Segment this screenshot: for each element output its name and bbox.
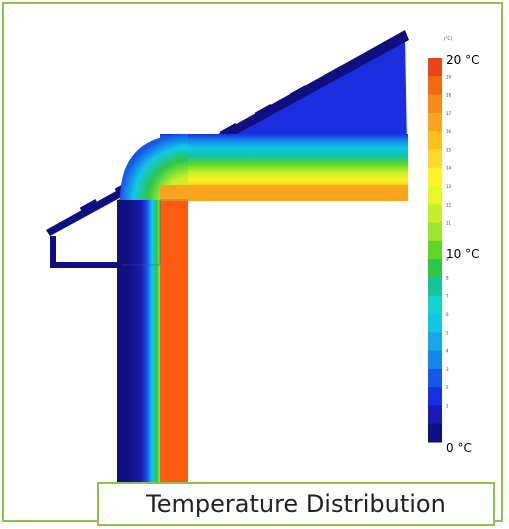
scale-tick-label: 12 xyxy=(446,202,452,207)
scale-swatch xyxy=(428,94,442,114)
scale-swatch xyxy=(428,167,442,187)
scale-tick-label: 18 xyxy=(446,93,452,98)
scale-swatch xyxy=(428,368,442,388)
scale-swatch xyxy=(428,350,442,370)
scale-tick-label: 3 xyxy=(446,367,449,372)
scale-swatch xyxy=(428,204,442,224)
scale-swatch xyxy=(428,112,442,132)
scale-max-label: 20 °C xyxy=(446,53,479,67)
temperature-scale: 19 18 17 16 15 14 13 12 11 9 8 7 6 5 4 3 2 1 xyxy=(428,58,452,443)
scale-swatch xyxy=(428,314,442,333)
inner-warm-ceiling xyxy=(160,185,408,201)
inner-warm-wall xyxy=(160,200,188,485)
scale-tick-label: 2 xyxy=(446,385,449,390)
scale-mid-label: 10 °C xyxy=(446,247,479,261)
diagram-frame xyxy=(2,2,503,522)
scale-swatch xyxy=(428,277,442,297)
scale-tick-label: 16 xyxy=(446,129,452,134)
scale-tick-label: 17 xyxy=(446,111,452,116)
scale-unit-label: [°C] xyxy=(444,36,452,41)
caption-box: Temperature Distribution xyxy=(97,482,495,526)
scale-tick-label: 14 xyxy=(446,166,452,171)
scale-swatch xyxy=(428,58,442,77)
scale-swatch xyxy=(428,295,442,315)
scale-swatch xyxy=(428,186,442,205)
scale-swatch xyxy=(428,332,442,352)
scale-swatch xyxy=(428,76,442,96)
scale-swatch xyxy=(428,240,442,260)
scale-swatch xyxy=(428,423,442,443)
scale-tick-label: 15 xyxy=(446,147,452,152)
scale-min-label: 0 °C xyxy=(446,441,472,455)
scale-swatch xyxy=(428,405,442,425)
building-cross-section xyxy=(46,30,413,485)
caption-text: Temperature Distribution xyxy=(146,490,446,518)
scale-swatch xyxy=(428,259,442,278)
construction-lines xyxy=(122,199,188,266)
scale-tick-label: 7 xyxy=(446,294,449,299)
scale-tick-label: 1 xyxy=(446,403,449,408)
corner-transition xyxy=(120,134,188,200)
scale-tick-label: 4 xyxy=(446,349,449,354)
scale-tick-label: 6 xyxy=(446,312,449,317)
scale-tick-label: 8 xyxy=(446,275,449,280)
interior-room xyxy=(188,201,413,485)
scale-tick-label: 5 xyxy=(446,330,449,335)
scale-swatch xyxy=(428,131,442,150)
scale-swatch xyxy=(428,222,442,242)
scale-tick-label: 19 xyxy=(446,74,452,79)
eave-soffit xyxy=(50,236,118,268)
scale-tick-label: 11 xyxy=(446,221,452,226)
scale-tick-label: 9 xyxy=(446,257,449,262)
scale-swatch xyxy=(428,149,442,169)
scale-tick-label: 13 xyxy=(446,184,452,189)
scale-swatch xyxy=(428,387,442,406)
